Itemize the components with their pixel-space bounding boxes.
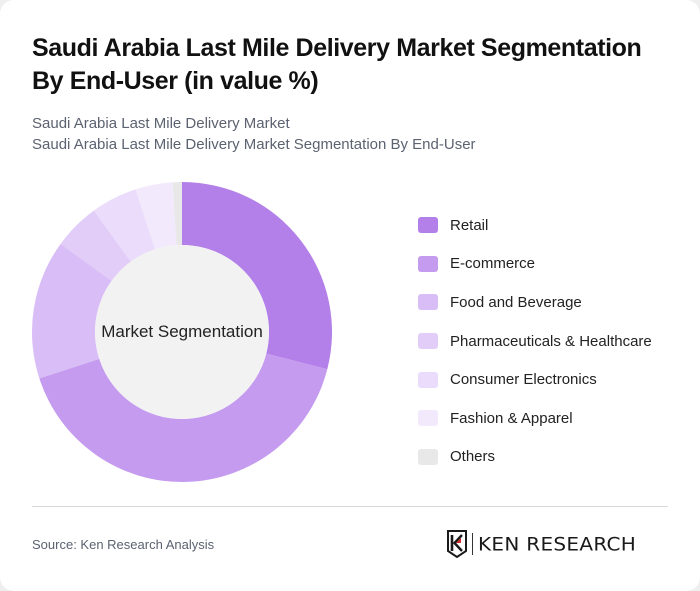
legend-swatch — [418, 294, 438, 311]
donut-segment-consumer-electronics[interactable] — [93, 189, 156, 262]
donut-segment-pharmaceuticals-healthcare[interactable] — [60, 210, 131, 281]
legend-swatch — [418, 371, 438, 388]
legend-item-pharma-healthcare[interactable]: Pharmaceuticals & Healthcare — [418, 322, 688, 361]
legend-label: Others — [450, 448, 496, 466]
legend-label: Food and Beverage — [450, 293, 582, 311]
legend-label: Fashion & Apparel — [450, 409, 573, 427]
legend-swatch — [418, 448, 438, 465]
donut-hole — [95, 245, 269, 419]
logo-separator — [472, 533, 473, 555]
legend-label: E-commerce — [450, 255, 536, 273]
subtitle-line-2: Saudi Arabia Last Mile Delivery Market S… — [32, 136, 476, 153]
chart-title: Saudi Arabia Last Mile Delivery Market S… — [32, 34, 642, 95]
subtitle-line-1: Saudi Arabia Last Mile Delivery Market — [32, 115, 290, 132]
ken-research-k-shield-icon — [447, 530, 467, 558]
legend-swatch — [418, 410, 438, 427]
source-note: Source: Ken Research Analysis — [32, 537, 215, 552]
footer-divider — [32, 506, 668, 507]
donut-segment-food-and-beverage[interactable] — [32, 243, 112, 379]
chart-legend: Retail E-commerce Food and Beverage Phar… — [418, 206, 688, 476]
legend-swatch — [418, 217, 438, 234]
donut-segment-fashion-apparel[interactable] — [135, 182, 177, 250]
donut-center-label: Market Segmentation — [101, 322, 263, 341]
donut-segment-retail[interactable] — [182, 182, 332, 370]
logo-wordmark: KEN RESEARCH — [478, 532, 637, 556]
donut-svg — [32, 182, 332, 482]
donut-segment-e-commerce[interactable] — [39, 353, 328, 482]
legend-label: Consumer Electronics — [450, 371, 597, 389]
legend-label: Retail — [450, 216, 489, 234]
legend-swatch — [418, 333, 438, 350]
legend-label: Pharmaceuticals & Healthcare — [450, 332, 652, 350]
legend-item-ecommerce[interactable]: E-commerce — [418, 245, 688, 284]
legend-item-others[interactable]: Others — [418, 438, 688, 477]
legend-item-consumer-electronics[interactable]: Consumer Electronics — [418, 360, 688, 399]
legend-item-fashion-apparel[interactable]: Fashion & Apparel — [418, 399, 688, 438]
chart-subtitle: Saudi Arabia Last Mile Delivery Market S… — [32, 113, 672, 155]
ken-research-logo[interactable]: KEN RESEARCH — [446, 529, 636, 559]
legend-item-retail[interactable]: Retail — [418, 206, 688, 245]
donut-segment-others[interactable] — [172, 182, 182, 246]
legend-item-food-beverage[interactable]: Food and Beverage — [418, 283, 688, 322]
donut-chart: Market Segmentation — [32, 182, 332, 482]
legend-swatch — [418, 255, 438, 272]
